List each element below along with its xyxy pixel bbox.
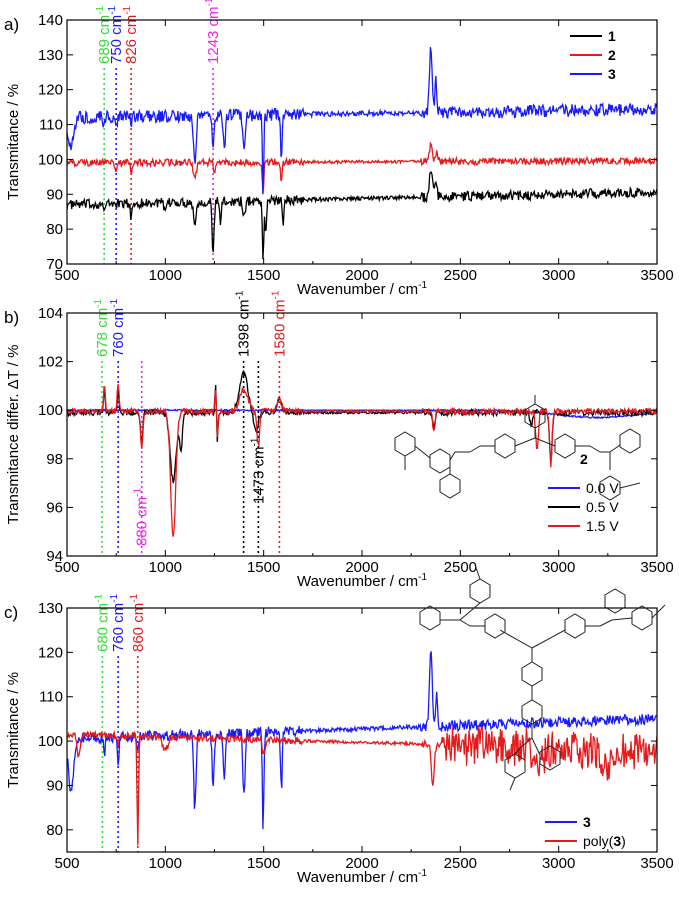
x-tick-label: 2000 <box>345 855 378 872</box>
y-tick-label: 130 <box>38 47 63 64</box>
x-tick-label: 2000 <box>345 267 378 284</box>
series-line-1 <box>67 171 657 260</box>
x-axis-title: Wavenumber / cm-1 <box>297 280 427 298</box>
y-tick-label: 120 <box>38 82 63 99</box>
y-axis-title: Transmitance differ. ΔT / % <box>5 345 22 525</box>
x-tick-label: 3000 <box>542 559 575 576</box>
x-tick-label: 500 <box>54 855 79 872</box>
y-tick-label: 94 <box>46 548 63 565</box>
legend-label: 3 <box>608 66 616 82</box>
x-tick-label: 3500 <box>640 855 673 872</box>
y-tick-label: 98 <box>46 451 63 468</box>
y-tick-label: 140 <box>38 12 63 29</box>
x-tick-label: 1500 <box>247 267 280 284</box>
annotation-label: 826 cm-1 <box>122 5 140 64</box>
x-tick-label: 3000 <box>542 267 575 284</box>
y-tick-label: 70 <box>46 256 63 273</box>
y-tick-label: 100 <box>38 402 63 419</box>
annotation-label: 1243 cm-1 <box>204 0 222 64</box>
series-line-3 <box>67 384 657 537</box>
x-tick-label: 3500 <box>640 267 673 284</box>
x-tick-label: 1500 <box>247 559 280 576</box>
legend-label: 1 <box>608 28 616 44</box>
y-tick-label: 110 <box>39 689 63 706</box>
y-tick-label: 90 <box>46 777 63 794</box>
y-tick-label: 104 <box>38 305 63 322</box>
series-line-3 <box>67 47 657 195</box>
x-tick-label: 3000 <box>542 855 575 872</box>
legend-label: 3 <box>583 814 591 830</box>
x-tick-label: 1000 <box>149 267 182 284</box>
annotation-label: 860 cm-1 <box>129 593 147 652</box>
annotation-label: 1473 cm-1 <box>249 437 267 504</box>
x-tick-label: 2500 <box>444 855 477 872</box>
x-tick-label: 3500 <box>640 559 673 576</box>
y-tick-label: 120 <box>38 644 63 661</box>
annotation-label: 1580 cm-1 <box>270 290 288 357</box>
series-line-2 <box>67 369 657 484</box>
y-tick-label: 130 <box>38 600 63 617</box>
plot-frame <box>66 312 658 557</box>
legend-label: 0.5 V <box>586 499 619 515</box>
panel-label: a) <box>4 15 19 34</box>
panel-label: b) <box>4 308 19 327</box>
y-axis-title: Transmitance / % <box>5 84 22 200</box>
x-tick-label: 2500 <box>444 559 477 576</box>
y-tick-label: 100 <box>38 733 63 750</box>
series-line-2 <box>67 725 657 846</box>
legend-label: 2 <box>608 47 616 63</box>
x-tick-label: 1000 <box>149 559 182 576</box>
x-tick-label: 500 <box>54 559 79 576</box>
legend-label: 1.5 V <box>586 518 619 534</box>
series-line-2 <box>67 141 657 194</box>
annotation-label: 1398 cm-1 <box>235 290 253 357</box>
annotation-label: 750 cm-1 <box>107 5 125 64</box>
x-tick-label: 2500 <box>444 267 477 284</box>
annotation-label: 680 cm-1 <box>93 593 111 652</box>
x-tick-label: 1000 <box>149 855 182 872</box>
annotation-label: 880 cm-1 <box>133 487 151 546</box>
x-axis-title: Wavenumber / cm-1 <box>297 868 427 886</box>
panel-label: c) <box>4 603 18 622</box>
y-tick-label: 80 <box>46 221 63 238</box>
annotation-label: 678 cm-1 <box>93 298 111 357</box>
y-tick-label: 100 <box>38 151 63 168</box>
plot-frame <box>66 19 658 265</box>
legend-title: 2 <box>580 451 588 467</box>
y-tick-label: 90 <box>46 186 63 203</box>
y-tick-label: 80 <box>46 822 63 839</box>
x-axis-title: Wavenumber / cm-1 <box>297 572 427 590</box>
x-tick-label: 500 <box>54 267 79 284</box>
x-tick-label: 2000 <box>345 559 378 576</box>
y-axis-title: Transmitance / % <box>5 672 22 788</box>
y-tick-label: 96 <box>46 499 63 516</box>
annotation-label: 689 cm-1 <box>95 5 113 64</box>
y-tick-label: 102 <box>38 354 63 371</box>
y-tick-label: 110 <box>39 117 63 134</box>
annotation-label: 760 cm-1 <box>109 593 127 652</box>
annotation-label: 760 cm-1 <box>109 298 127 357</box>
molecule-2-structure <box>394 395 641 501</box>
legend-label: 0.0 V <box>586 480 619 496</box>
legend-label: poly(3) <box>583 833 626 849</box>
x-tick-label: 1500 <box>247 855 280 872</box>
series-line-1 <box>67 651 657 830</box>
molecule-3-structure <box>419 564 666 791</box>
